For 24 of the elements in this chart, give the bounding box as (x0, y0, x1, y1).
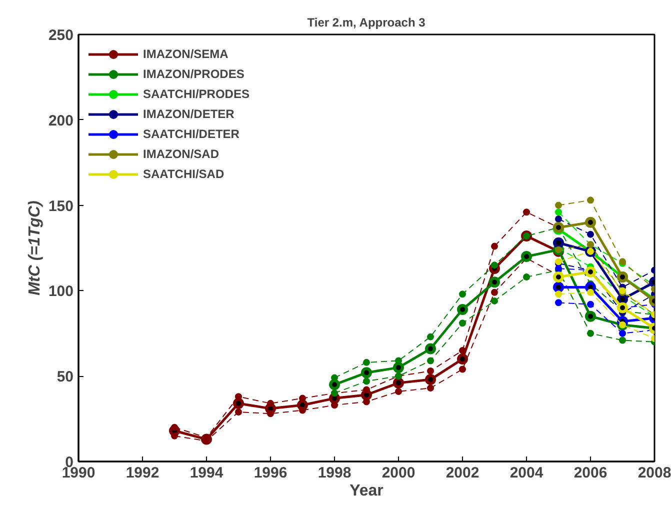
x-tick-label: 1996 (254, 464, 288, 482)
chart-title: Tier 2.m, Approach 3 (307, 16, 426, 30)
legend-label: IMAZON/SEMA (143, 47, 228, 61)
y-tick-label: 200 (48, 112, 74, 130)
x-tick-label: 2004 (510, 464, 544, 482)
x-axis-title: Year (350, 482, 384, 500)
y-tick-label: 150 (48, 198, 74, 215)
x-tick-label: 1992 (126, 464, 160, 482)
legend-label: SAATCHI/SAD (143, 167, 224, 181)
x-tick-label: 1994 (190, 464, 224, 482)
x-tick-label: 2008 (638, 464, 671, 482)
legend-label: IMAZON/PRODES (143, 67, 244, 81)
legend-label: SAATCHI/DETER (143, 127, 240, 141)
x-tick-label: 2002 (446, 464, 480, 482)
y-tick-label: 50 (56, 368, 74, 386)
legend-label: SAATCHI/PRODES (143, 87, 250, 101)
legend-label: IMAZON/DETER (143, 107, 234, 121)
y-axis-title: MtC (=1TgC) (26, 200, 44, 296)
x-tick-label: 1998 (318, 464, 352, 482)
x-tick-label: 2006 (574, 464, 608, 482)
x-tick-label: 2000 (382, 464, 416, 482)
legend-label: IMAZON/SAD (143, 147, 219, 161)
y-tick-label: 100 (48, 283, 74, 300)
y-tick-label: 250 (48, 27, 74, 44)
